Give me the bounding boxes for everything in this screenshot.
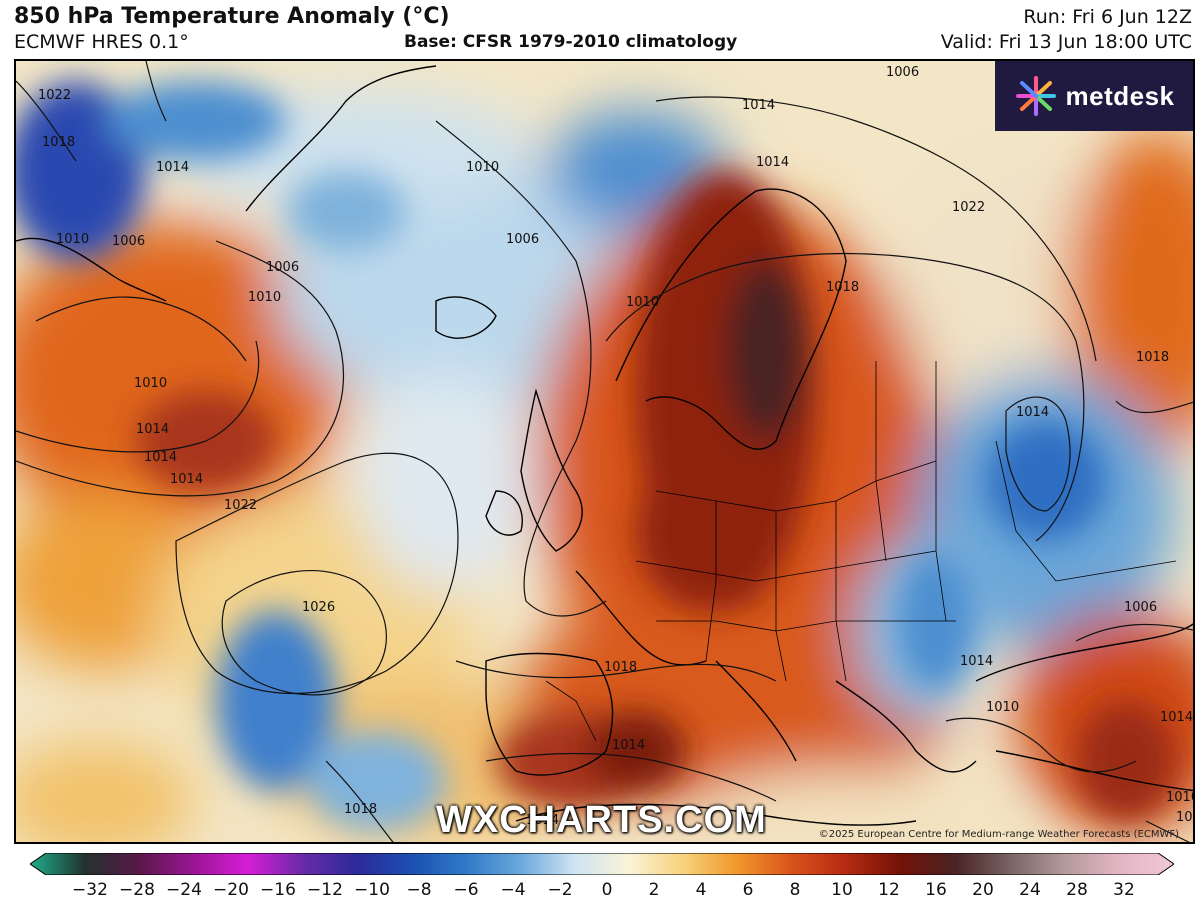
colorbar-tick: −4: [500, 880, 526, 900]
isobar-label: 1022: [952, 200, 985, 215]
metdesk-logo: metdesk: [995, 61, 1193, 131]
isobar-label: 1014: [960, 654, 993, 669]
isobar-label: 1006: [266, 260, 299, 275]
colorbar-tick: −2: [547, 880, 573, 900]
anomaly-map[interactable]: 1022 1014 1018 1010 1006 1014 1010 1014 1006 1010…: [14, 59, 1195, 844]
colorbar-tick: 0: [601, 880, 613, 900]
colorbar-tick: −32: [72, 880, 108, 900]
isobar-label: 1014: [156, 160, 189, 175]
isobar-label: 1014: [742, 98, 775, 113]
colorbar-tick: −20: [213, 880, 249, 900]
sunburst-icon: [1015, 76, 1056, 116]
colorbar-tick: 24: [1019, 880, 1041, 900]
colorbar-tick: −8: [406, 880, 432, 900]
country-borders: [545, 361, 1177, 742]
isobar-label: 1018: [344, 802, 377, 817]
model-label: ECMWF HRES 0.1°: [14, 31, 189, 53]
coastlines: [16, 65, 1193, 826]
isobar-label: 1014: [612, 738, 645, 753]
isobar-label: 1010: [1166, 790, 1195, 805]
isobar-label: 1018: [42, 135, 75, 150]
valid-time-label: Valid: Fri 13 Jun 18:00 UTC: [940, 31, 1192, 53]
isobar-label: 1006: [112, 234, 145, 249]
colorbar-tick: −16: [260, 880, 296, 900]
run-time-label: Run: Fri 6 Jun 12Z: [1023, 6, 1192, 28]
isobar-label: 1006: [506, 232, 539, 247]
colorbar-tick: −10: [354, 880, 390, 900]
colorbar-tick: −12: [307, 880, 343, 900]
colorbar-tick: 6: [742, 880, 754, 900]
isobars: [16, 61, 1193, 842]
climatology-base-label: Base: CFSR 1979-2010 climatology: [404, 32, 738, 52]
isobar-label: 1014: [1016, 405, 1049, 420]
isobar-label: 1026: [302, 600, 335, 615]
isobar-label: 1018: [1136, 350, 1169, 365]
isobar-label: 1006: [886, 65, 919, 80]
colorbar-tick: 28: [1066, 880, 1088, 900]
colorbar-tick: 20: [972, 880, 994, 900]
anomaly-field: 1022 1014 1018 1010 1006 1014 1010 1014 1006 1010…: [16, 61, 1195, 842]
colorbar-tick: −28: [119, 880, 155, 900]
isobar-label: 1010: [248, 290, 281, 305]
isobar-label: 1018: [604, 660, 637, 675]
isobar-label: 1014: [144, 450, 177, 465]
isobar-label: 1006: [1176, 810, 1195, 825]
isobar-label: 1014: [526, 813, 559, 828]
isobar-label: 1022: [38, 88, 71, 103]
colorbar-tick: 10: [831, 880, 853, 900]
isobar-label: 1010: [626, 295, 659, 310]
isobar-label: 1006: [1124, 600, 1157, 615]
isobar-label: 1014: [136, 422, 169, 437]
colorbar-tick: 32: [1113, 880, 1135, 900]
colorbar-tick: −24: [166, 880, 202, 900]
copyright-notice: ©2025 European Centre for Medium-range W…: [818, 829, 1179, 840]
colorbar-tick: 2: [648, 880, 660, 900]
wxcharts-watermark: WXCHARTS.COM: [436, 799, 767, 841]
colorbar-tick: 12: [878, 880, 900, 900]
isobar-label: 1010: [56, 232, 89, 247]
isobar-label: 1010: [466, 160, 499, 175]
colorbar-tick: −6: [453, 880, 479, 900]
isobar-label: 1022: [224, 498, 257, 513]
colorbar-tick: 16: [925, 880, 947, 900]
isobar-label: 1010: [986, 700, 1019, 715]
isobar-label: 1014: [1160, 710, 1193, 725]
isobar-label: 1018: [826, 280, 859, 295]
colorbar-tick: 8: [789, 880, 801, 900]
anomaly-colorbar: [30, 853, 1174, 875]
colorbar-tick: 4: [695, 880, 707, 900]
isobar-label: 1014: [170, 472, 203, 487]
isobar-label: 1014: [756, 155, 789, 170]
metdesk-logo-text: metdesk: [1065, 80, 1175, 111]
map-title: 850 hPa Temperature Anomaly (°C): [14, 4, 450, 29]
isobar-label: 1010: [134, 376, 167, 391]
